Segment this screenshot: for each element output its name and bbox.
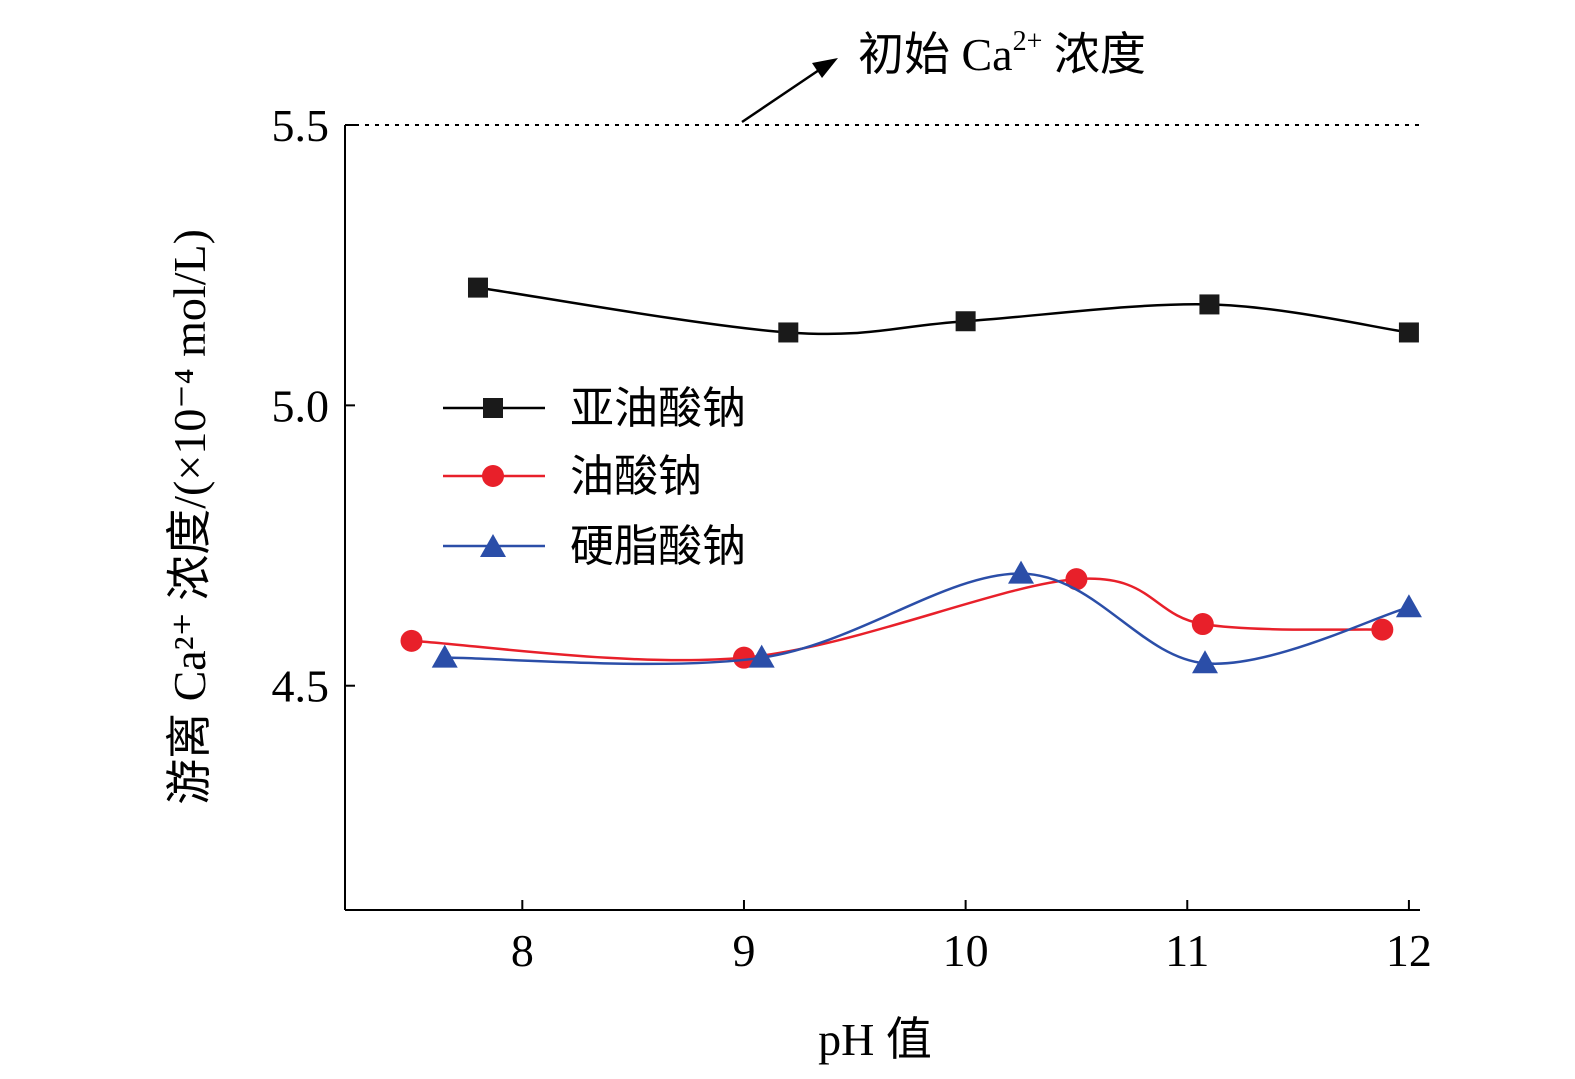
legend-label-linoleate: 亚油酸钠 bbox=[570, 383, 746, 434]
data-point-square bbox=[467, 277, 488, 298]
x-axis-title: pH 值 bbox=[818, 1014, 932, 1065]
legend-item-linoleate: 亚油酸钠 bbox=[443, 383, 746, 434]
legend-item-stearate: 硬脂酸钠 bbox=[443, 521, 746, 572]
x-tick-label: 11 bbox=[1165, 925, 1209, 976]
series-line-linoleate bbox=[477, 286, 1410, 336]
y-tick-label: 5.0 bbox=[272, 380, 330, 431]
y-tick-label: 4.5 bbox=[272, 661, 330, 712]
x-tick-label: 10 bbox=[943, 925, 989, 976]
data-point-circle bbox=[1191, 613, 1214, 636]
annotation-arrow-shaft bbox=[741, 64, 826, 124]
reference-label: 初始 Ca2+ 浓度 bbox=[858, 26, 1146, 80]
series-line-oleate bbox=[411, 577, 1383, 662]
data-point-square bbox=[778, 322, 799, 343]
legend-label-oleate: 油酸钠 bbox=[570, 451, 702, 502]
y-axis-title: 游离 Ca²⁺ 浓度/(×10⁻⁴ mol/L) bbox=[164, 229, 215, 805]
data-point-triangle bbox=[748, 644, 775, 668]
series-line-stearate bbox=[444, 572, 1410, 666]
data-point-square bbox=[1199, 294, 1220, 315]
ticks: 8 9 10 11 12 4.5 5.0 5.5 bbox=[272, 100, 1432, 976]
reference-label-main: 初始 Ca bbox=[858, 29, 1013, 80]
legend-item-oleate: 油酸钠 bbox=[443, 451, 702, 502]
legend-marker-triangle bbox=[480, 534, 506, 557]
data-point-circle bbox=[732, 646, 755, 669]
x-tick-label: 12 bbox=[1386, 925, 1432, 976]
legend-label-stearate: 硬脂酸钠 bbox=[570, 521, 746, 572]
data-point-triangle bbox=[1395, 594, 1422, 618]
reference-label-sup: 2+ bbox=[1013, 26, 1043, 57]
y-tick-label: 5.5 bbox=[272, 100, 330, 151]
data-point-circle bbox=[400, 629, 423, 652]
reference-label-tail: 浓度 bbox=[1042, 29, 1146, 80]
data-point-circle bbox=[1065, 568, 1088, 591]
annotation-arrow-head bbox=[812, 58, 838, 78]
series-stearate bbox=[431, 560, 1422, 674]
legend-marker-circle bbox=[482, 465, 504, 487]
data-point-square bbox=[955, 311, 976, 332]
data-point-triangle bbox=[1192, 650, 1218, 674]
series-linoleate bbox=[467, 277, 1419, 343]
x-tick-label: 8 bbox=[511, 925, 534, 976]
series-oleate bbox=[400, 568, 1394, 669]
legend: 亚油酸钠 油酸钠 硬脂酸钠 bbox=[443, 383, 746, 572]
legend-marker-square bbox=[483, 398, 503, 418]
reference-annotation: 初始 Ca2+ 浓度 bbox=[741, 26, 1146, 124]
x-tick-label: 9 bbox=[732, 925, 755, 976]
series-group bbox=[400, 277, 1422, 674]
data-point-circle bbox=[1371, 618, 1394, 641]
data-point-triangle bbox=[431, 644, 458, 668]
data-point-square bbox=[1398, 322, 1419, 343]
data-point-triangle bbox=[1008, 560, 1035, 584]
